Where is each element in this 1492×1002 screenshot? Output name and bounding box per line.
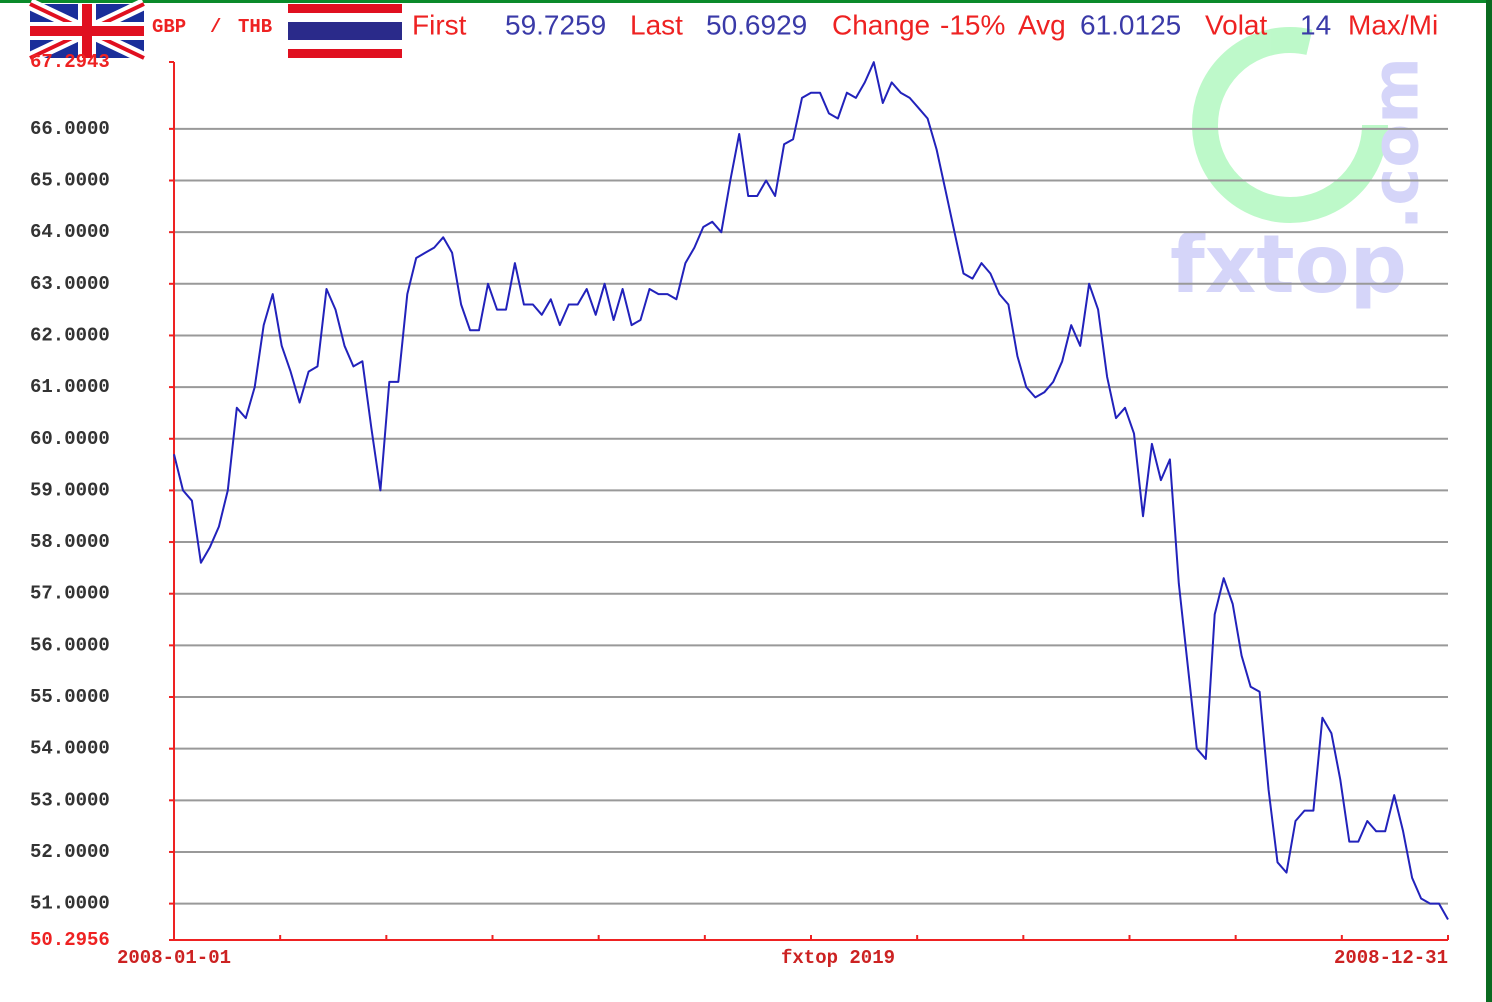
stat-value: 50.6929 [706,9,807,40]
watermark: fxtop .com [1170,27,1434,311]
flag-uk [27,0,147,64]
x-tick-label: 2008-12-31 [1334,947,1448,969]
credit: fxtop 2019 [781,947,895,969]
right-border [1486,0,1492,1002]
y-tick-label: 53.0000 [30,789,110,811]
stat-value: -15% [940,9,1005,40]
y-tick-label: 57.0000 [30,583,110,605]
y-tick-label: 64.0000 [30,221,110,243]
stat-value: 61.0125 [1080,9,1181,40]
stat-label: Max/Mi [1348,9,1438,40]
price-line [173,61,1449,920]
quote-currency: THB [238,16,272,38]
stat-label: Change [832,9,930,40]
y-tick-label: 54.0000 [30,738,110,760]
header: GBP / THB First 59.7259 Last 50.6929 Cha… [152,9,1438,40]
y-tick-label: 67.2943 [30,51,110,73]
x-tick-label: 2008-01-01 [117,947,231,969]
stat-value: 59.7259 [505,9,606,40]
y-tick-label: 65.0000 [30,170,110,192]
y-tick-label: 61.0000 [30,376,110,398]
y-tick-label: 66.0000 [30,118,110,140]
y-tick-label: 55.0000 [30,686,110,708]
stat-label: Last [630,9,683,40]
stat-label: First [412,9,467,40]
y-tick-label: 52.0000 [30,841,110,863]
separator: / [210,16,221,38]
y-tick-label: 56.0000 [30,634,110,656]
base-currency: GBP [152,16,186,38]
y-tick-label: 59.0000 [30,479,110,501]
y-tick-label: 58.0000 [30,531,110,553]
y-tick-label: 63.0000 [30,273,110,295]
top-border [0,0,1492,3]
flag-th [288,4,402,58]
y-tick-label: 51.0000 [30,893,110,915]
watermark-name: fxtop [1170,218,1407,311]
y-tick-label: 60.0000 [30,428,110,450]
logo-ring [1192,27,1388,223]
y-tick-label: 62.0000 [30,324,110,346]
stat-label: Avg [1018,9,1066,40]
stat-value: 14 [1300,9,1331,40]
y-tick-label: 50.2956 [30,929,110,951]
stat-label: Volat [1205,9,1267,40]
watermark-domain: .com [1360,57,1434,230]
